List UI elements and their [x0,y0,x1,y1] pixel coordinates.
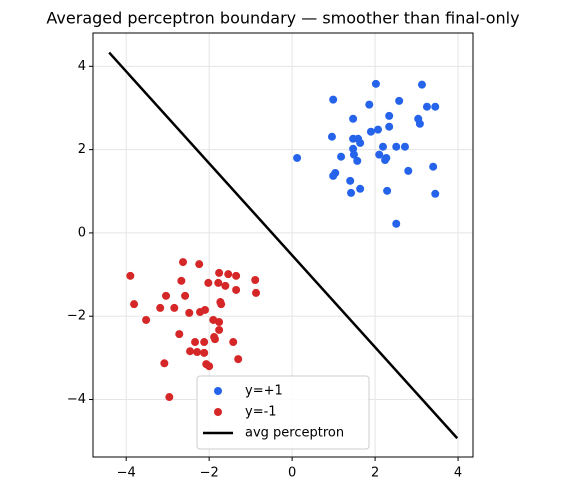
point [382,153,391,162]
point [395,96,404,105]
point [200,348,209,357]
point [371,79,380,88]
point [229,338,238,347]
point [224,270,233,279]
legend-box [196,375,370,450]
y-tick-label: −2 [67,309,86,324]
point [293,153,302,162]
x-tick-label: 0 [288,466,296,481]
point [170,303,179,312]
legend-label: y=-1 [245,405,277,420]
point [204,278,213,287]
point [392,219,401,228]
point [191,338,200,347]
point [356,184,365,193]
point [327,132,336,141]
point [210,335,219,344]
point [347,188,356,197]
chart-title: Averaged perceptron boundary — smoother … [46,9,519,28]
point [215,268,224,277]
point [375,150,384,159]
point [221,281,230,290]
point [200,338,209,347]
point [165,393,174,402]
legend-marker [214,408,222,416]
point [232,285,241,294]
point [195,260,204,269]
point [349,144,358,153]
point [162,291,171,300]
point [185,308,194,317]
point [215,325,224,334]
point [214,278,223,287]
point [329,171,338,180]
point [349,150,358,159]
x-tick-label: 2 [371,466,379,481]
y-tick-label: 2 [78,142,86,157]
point [329,95,338,104]
point [156,303,165,312]
point [404,166,413,175]
point [392,142,401,151]
point [356,138,365,147]
legend-label: avg perceptron [245,426,344,441]
legend-marker [214,387,222,395]
point [181,291,190,300]
point [193,348,202,357]
point [201,305,210,314]
legend-label: y=+1 [245,384,283,399]
y-tick-label: 4 [78,59,86,74]
point [365,100,374,109]
point [415,119,424,128]
point [337,152,346,161]
point [431,102,440,111]
point [400,142,409,151]
x-tick-label: −4 [117,466,136,481]
point [126,271,135,280]
point [422,102,431,111]
point [383,186,392,195]
point [215,318,224,327]
point [177,276,186,285]
point [160,359,169,368]
point [232,271,241,280]
point [234,355,243,364]
point [142,315,151,324]
y-tick-label: −4 [67,392,86,407]
point [366,127,375,136]
point [378,142,387,151]
x-tick-label: −2 [200,466,219,481]
point [251,275,260,284]
point [179,258,188,267]
point [346,176,355,185]
x-tick-label: 4 [454,466,462,481]
point [385,111,394,120]
point [417,80,426,89]
point [130,300,139,309]
point [349,114,358,123]
point [175,330,184,339]
y-tick-label: 0 [78,225,86,240]
point [217,300,226,309]
point [202,360,211,369]
point [374,125,382,134]
boundary-line [108,51,459,440]
point [186,347,195,356]
point [429,162,438,171]
point [353,156,362,165]
point [252,288,261,297]
plot-frame [92,32,474,458]
point [385,122,394,131]
point [431,189,440,198]
